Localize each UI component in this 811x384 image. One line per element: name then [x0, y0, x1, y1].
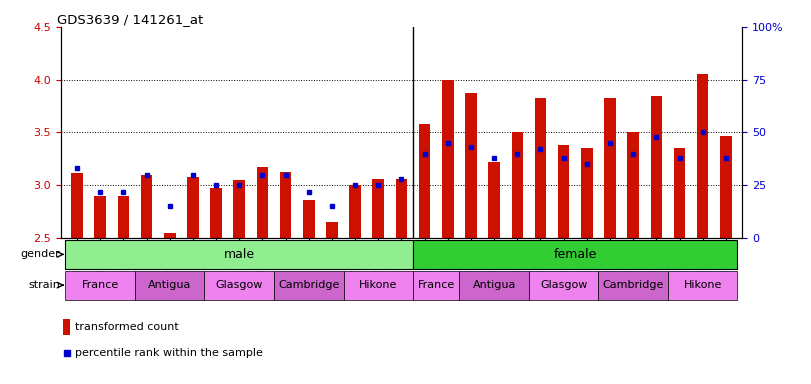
Bar — [344, 271, 413, 300]
Bar — [534, 98, 547, 238]
Bar — [303, 200, 315, 238]
Bar — [442, 80, 453, 238]
Bar — [413, 271, 459, 300]
Text: male: male — [224, 248, 255, 261]
Bar — [558, 145, 569, 238]
Bar — [604, 98, 616, 238]
Bar — [66, 240, 413, 269]
Text: Antigua: Antigua — [148, 280, 191, 290]
Text: Cambridge: Cambridge — [278, 280, 340, 290]
Bar — [488, 162, 500, 238]
Bar — [234, 180, 245, 238]
Text: France: France — [82, 280, 119, 290]
Text: France: France — [418, 280, 455, 290]
Bar — [396, 179, 407, 238]
Text: strain: strain — [28, 280, 60, 290]
Bar — [512, 132, 523, 238]
Bar — [256, 167, 268, 238]
Bar — [164, 233, 175, 238]
Text: Glasgow: Glasgow — [216, 280, 263, 290]
Bar — [529, 271, 599, 300]
Bar — [720, 136, 732, 238]
Text: Cambridge: Cambridge — [603, 280, 664, 290]
Bar — [71, 173, 83, 238]
Bar — [418, 124, 431, 238]
Bar — [581, 148, 593, 238]
Bar — [141, 175, 152, 238]
Bar — [466, 93, 477, 238]
Text: Glasgow: Glasgow — [540, 280, 587, 290]
Text: percentile rank within the sample: percentile rank within the sample — [75, 348, 263, 358]
Text: Antigua: Antigua — [473, 280, 516, 290]
Bar — [413, 240, 737, 269]
Bar — [135, 271, 204, 300]
Bar — [372, 179, 384, 238]
Bar — [674, 148, 685, 238]
Bar — [326, 222, 337, 238]
Text: GDS3639 / 141261_at: GDS3639 / 141261_at — [58, 13, 204, 26]
Bar — [697, 74, 709, 238]
Text: Hikone: Hikone — [359, 280, 397, 290]
Text: Hikone: Hikone — [684, 280, 722, 290]
Bar — [204, 271, 274, 300]
Bar — [118, 196, 129, 238]
Bar — [628, 132, 639, 238]
Bar — [274, 271, 344, 300]
Bar — [66, 271, 135, 300]
Bar — [210, 189, 222, 238]
Text: female: female — [554, 248, 597, 261]
Bar — [280, 172, 291, 238]
Bar — [350, 185, 361, 238]
Bar — [668, 271, 737, 300]
Bar — [187, 177, 199, 238]
Bar — [599, 271, 668, 300]
Text: transformed count: transformed count — [75, 322, 178, 332]
Text: gender: gender — [20, 249, 60, 260]
Bar — [650, 96, 662, 238]
Bar — [62, 319, 70, 335]
Bar — [94, 196, 106, 238]
Bar — [459, 271, 529, 300]
